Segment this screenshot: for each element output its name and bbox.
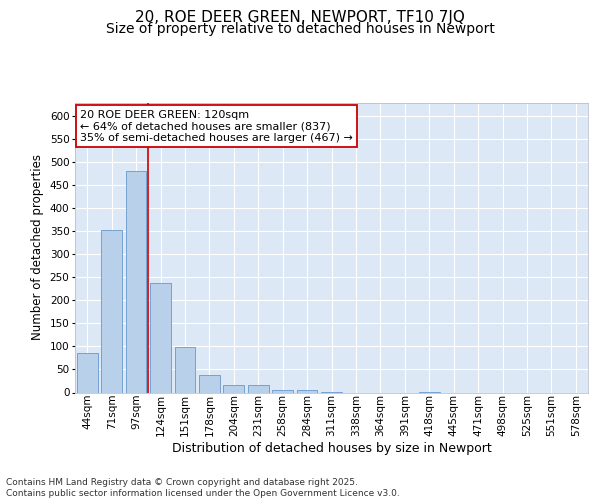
Bar <box>248 385 269 392</box>
X-axis label: Distribution of detached houses by size in Newport: Distribution of detached houses by size … <box>172 442 491 454</box>
Text: Size of property relative to detached houses in Newport: Size of property relative to detached ho… <box>106 22 494 36</box>
Bar <box>101 230 122 392</box>
Bar <box>175 348 196 393</box>
Text: Contains HM Land Registry data © Crown copyright and database right 2025.
Contai: Contains HM Land Registry data © Crown c… <box>6 478 400 498</box>
Bar <box>150 284 171 393</box>
Bar <box>125 171 146 392</box>
Bar <box>272 390 293 392</box>
Bar <box>77 353 98 393</box>
Bar <box>296 390 317 392</box>
Text: 20 ROE DEER GREEN: 120sqm
← 64% of detached houses are smaller (837)
35% of semi: 20 ROE DEER GREEN: 120sqm ← 64% of detac… <box>80 110 353 143</box>
Y-axis label: Number of detached properties: Number of detached properties <box>31 154 44 340</box>
Bar <box>199 376 220 392</box>
Bar <box>223 385 244 392</box>
Text: 20, ROE DEER GREEN, NEWPORT, TF10 7JQ: 20, ROE DEER GREEN, NEWPORT, TF10 7JQ <box>135 10 465 25</box>
